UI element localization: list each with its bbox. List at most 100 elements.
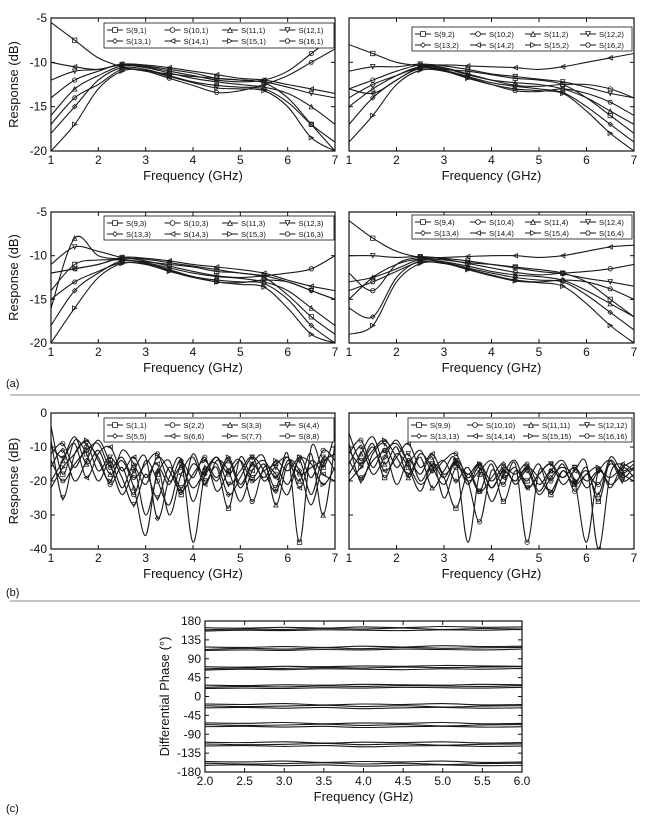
data-point xyxy=(429,461,435,468)
chart-a3: 1 2 3 4 5 6 7 -5 -10 -15 -20 Frequency (GHz) Respons… xyxy=(6,205,339,375)
series-line xyxy=(51,35,335,99)
data-point xyxy=(607,300,614,307)
phase-line xyxy=(205,666,522,670)
phase-line xyxy=(205,745,522,748)
panel-label: (b) xyxy=(6,587,19,599)
legend-marker xyxy=(527,421,535,428)
data-point xyxy=(273,485,279,491)
data-point xyxy=(464,258,471,265)
legend-item: S(6,6) xyxy=(164,432,205,441)
legend-label: S(13,3) xyxy=(126,230,151,239)
y-tick-label: -90 xyxy=(184,727,202,741)
x-tick-label: 1 xyxy=(346,153,353,167)
data-point xyxy=(261,87,268,94)
data-point xyxy=(619,478,625,485)
data-point xyxy=(71,103,78,110)
y-tick-label: -40 xyxy=(30,542,48,556)
legend-item: S(13,4) xyxy=(415,229,459,238)
data-point xyxy=(272,501,279,508)
x-tick-label: 5.0 xyxy=(434,774,451,788)
data-point xyxy=(166,73,173,80)
data-point xyxy=(60,478,66,484)
legend-marker xyxy=(472,422,478,428)
legend-marker xyxy=(112,220,118,226)
data-point xyxy=(130,484,137,491)
x-tick-label: 7 xyxy=(631,345,638,359)
series-line xyxy=(51,426,335,543)
x-tick-label: 4 xyxy=(488,551,495,565)
plot-frame xyxy=(204,620,523,773)
data-point xyxy=(559,252,566,259)
data-point xyxy=(607,309,614,316)
y-tick-label: -5 xyxy=(36,205,47,219)
data-point xyxy=(213,71,220,78)
y-tick-label: -5 xyxy=(36,11,47,25)
data-point xyxy=(548,492,554,498)
phase-line xyxy=(205,667,522,671)
legend-marker xyxy=(226,421,234,428)
legend-item: S(8,8) xyxy=(279,432,320,441)
legend-item: S(10,4) xyxy=(470,218,514,227)
legend-label: S(16,2) xyxy=(599,41,624,50)
data-point xyxy=(154,461,161,467)
legend-item: S(16,4) xyxy=(580,229,624,238)
legend-marker xyxy=(284,38,291,44)
series-line xyxy=(51,261,335,300)
legend-item: S(13,3) xyxy=(107,230,151,239)
legend-box xyxy=(407,417,633,443)
legend-label: S(12,1) xyxy=(299,26,324,35)
data-point xyxy=(260,77,267,83)
data-point xyxy=(464,253,471,260)
phase-line xyxy=(205,646,522,651)
data-point xyxy=(308,266,314,272)
legend-item: S(5,5) xyxy=(107,432,147,441)
plot-area xyxy=(349,220,634,343)
x-tick-label: 7 xyxy=(631,153,638,167)
legend-item: S(1,1) xyxy=(107,421,147,430)
data-point xyxy=(512,79,519,86)
data-point xyxy=(71,235,78,241)
legend-label: S(16,4) xyxy=(599,229,624,238)
x-tick-label: 6 xyxy=(583,153,590,167)
y-tick-label: -20 xyxy=(30,474,48,488)
legend-item: S(9,2) xyxy=(415,30,455,39)
phase-line xyxy=(205,764,522,767)
data-point xyxy=(308,103,315,110)
legend-label: S(9,3) xyxy=(126,219,147,228)
x-tick-label: 4 xyxy=(190,153,197,167)
x-tick-label: 2 xyxy=(393,153,400,167)
data-point xyxy=(382,437,388,444)
legend-item: S(12,12) xyxy=(579,421,628,430)
x-tick-label: 4 xyxy=(488,345,495,359)
legend-item: S(9,1) xyxy=(107,26,147,35)
data-point xyxy=(166,64,172,71)
phase-line xyxy=(205,741,522,744)
legend-item: S(11,3) xyxy=(222,219,266,228)
data-point xyxy=(607,322,614,329)
series-line xyxy=(51,439,335,492)
legend-item: S(12,4) xyxy=(580,218,624,227)
data-point xyxy=(214,85,220,91)
legend-marker xyxy=(226,219,234,226)
chart-b2: 1 2 3 4 5 6 7 Frequency (GHz) S(9,9) S(10,10) S(11… xyxy=(346,412,638,581)
series-line xyxy=(349,439,634,492)
data-point xyxy=(59,495,66,502)
series-line xyxy=(51,439,335,543)
legend-item: S(4,4) xyxy=(279,421,320,430)
legend: S(1,1) S(2,2) S(3,3) S(4,4) S(5,5) S(6,6) S(7,… xyxy=(103,417,335,443)
data-point xyxy=(595,481,601,487)
data-point xyxy=(261,277,267,283)
y-tick-label: 135 xyxy=(181,633,201,647)
y-tick-label: -10 xyxy=(30,440,48,454)
data-point xyxy=(548,488,554,495)
data-point xyxy=(429,468,435,474)
data-point xyxy=(370,112,376,119)
legend-marker xyxy=(420,219,426,225)
data-point xyxy=(225,481,232,488)
x-tick-label: 5 xyxy=(536,153,543,167)
data-point xyxy=(595,491,602,498)
data-point xyxy=(59,457,66,464)
legend-marker xyxy=(420,31,426,37)
y-tick-label: 0 xyxy=(194,690,201,704)
x-tick-label: 4 xyxy=(488,153,495,167)
